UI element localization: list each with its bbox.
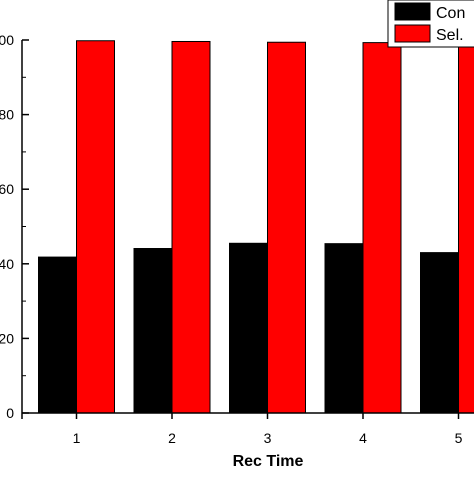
bar-sel-5 [459,41,474,413]
bar-con-3 [230,243,268,413]
bar-sel-2 [172,41,210,413]
y-tick-label-20: 20 [0,330,14,346]
legend: Con Sel. [388,0,474,47]
x-tick-label-1: 1 [73,430,81,446]
y-tick-label-100: 100 [0,32,14,48]
y-tick-label-80: 80 [0,107,14,123]
bar-sel-3 [268,42,306,413]
x-tick-label-5: 5 [455,430,463,446]
x-tick-label-3: 3 [264,430,272,446]
legend-swatch-sel [395,25,430,42]
bar-con-2 [134,249,172,413]
y-tick-label-60: 60 [0,181,14,197]
y-tick-label-0: 0 [6,405,14,421]
y-tick-label-40: 40 [0,256,14,272]
legend-label-sel: Sel. [436,27,464,44]
x-tick-label-2: 2 [168,430,176,446]
x-tick-label-4: 4 [359,430,367,446]
bar-con-4 [325,244,363,413]
bar-con-5 [421,253,459,413]
legend-label-con: Con [436,5,465,22]
bar-sel-4 [363,43,401,413]
bar-sel-1 [77,41,115,413]
legend-swatch-con [395,3,430,20]
x-axis-title: Rec Time [233,453,304,470]
bars-group [39,41,474,413]
bar-con-1 [39,257,77,413]
